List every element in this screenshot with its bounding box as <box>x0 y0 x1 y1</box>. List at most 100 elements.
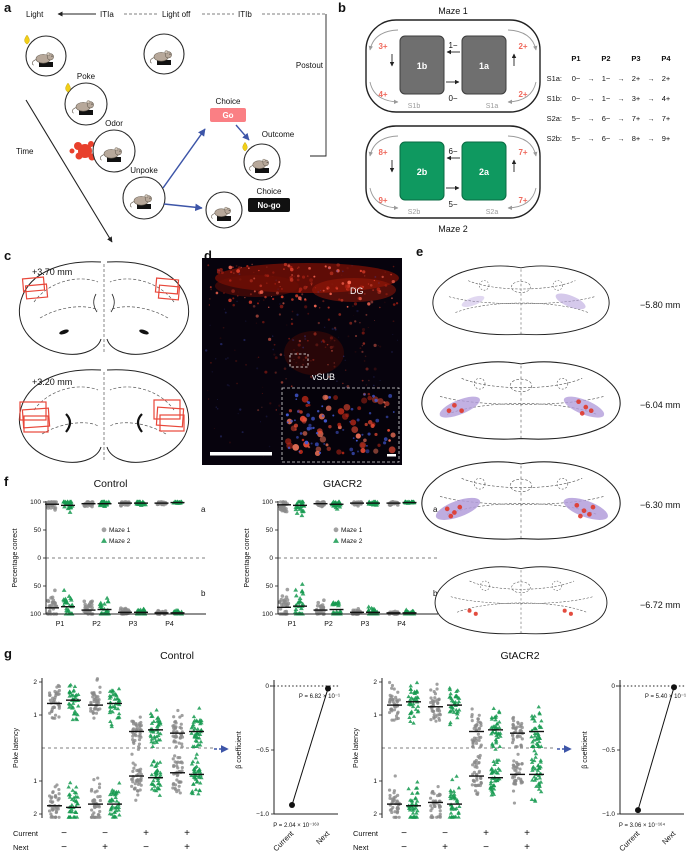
y-tick-label: 50 <box>34 527 42 534</box>
outcome-arrow <box>235 124 250 141</box>
sequence-label: S1b <box>408 103 421 110</box>
chart-performance-gtacr2: 100 50 0 50 100 P1 P2 P3 P4 Percentage correct Maz… <box>244 499 438 628</box>
transition-label: 7+ <box>518 196 527 205</box>
y-tick-label: 2 <box>33 679 37 686</box>
vsub-shading <box>555 293 586 310</box>
ap-coordinate-label: +3.70 mm <box>32 267 72 277</box>
roi-box <box>289 353 309 368</box>
transition-label: 3+ <box>378 42 387 51</box>
condition-sign: + <box>483 828 489 839</box>
state-2b <box>399 141 445 201</box>
y-tick-label: 50 <box>34 583 42 590</box>
y-tick-label: 50 <box>266 527 274 534</box>
choice-label: Choice <box>216 97 241 106</box>
target-box <box>23 415 49 433</box>
transition-label: 1− <box>448 41 457 50</box>
condition-sign: − <box>143 842 149 853</box>
legend-label: Maze 2 <box>341 538 363 545</box>
panel-d-micrograph: DG vSUB <box>202 258 402 465</box>
coronal-section-320: +3.20 mm <box>18 369 190 463</box>
electrode-site <box>444 506 450 512</box>
seq-cell: 1− <box>602 94 611 103</box>
x-tick-label: Next <box>314 828 332 846</box>
condition-sign: − <box>401 842 407 853</box>
electrode-site <box>579 411 585 416</box>
condition-row-label: Current <box>13 829 39 838</box>
condition-sign: − <box>102 828 108 839</box>
y-tick-label: −1.0 <box>602 811 615 818</box>
condition-sign: + <box>184 842 190 853</box>
ap-coordinate-label: −6.30 mm <box>640 500 680 510</box>
g-control-title: Control <box>160 650 194 662</box>
seq-arrow: → <box>618 136 625 143</box>
target-box <box>153 399 181 420</box>
scale-bar <box>210 452 272 456</box>
data-points <box>387 680 544 819</box>
brain-section <box>421 461 621 540</box>
y-axis-label: β coefficient <box>582 731 589 768</box>
x-tick-label: Next <box>660 828 678 846</box>
electrode-site <box>459 408 464 414</box>
outcome-label: Outcome <box>262 130 295 139</box>
legend-label: Maze 1 <box>341 527 363 534</box>
target-box <box>24 283 49 300</box>
brain-section <box>432 265 610 336</box>
go-branch-arrow <box>162 128 206 189</box>
y-tick-label: 2 <box>373 679 377 686</box>
y-tick-label: 0 <box>265 683 269 690</box>
panel-c-atlas-sections: +3.70 mm +3.20 mm <box>18 261 190 463</box>
condition-sign: + <box>184 828 190 839</box>
electrode-site <box>588 408 594 414</box>
seq-arrow: → <box>588 96 595 103</box>
electrode-site <box>576 399 581 405</box>
condition-row-label: Current <box>353 829 379 838</box>
postout-label: Postout <box>296 61 324 70</box>
brain-sections <box>421 265 621 635</box>
electrode-site <box>574 502 580 508</box>
fluorescence-glow <box>215 275 299 297</box>
y-tick-label: 100 <box>30 499 41 506</box>
condition-sign: − <box>442 828 448 839</box>
no-go-box <box>248 198 290 212</box>
electrode-site <box>467 608 472 613</box>
y-tick-label: 100 <box>30 611 41 618</box>
panel-a-task-schematic: Light ITIa Light off ITIb Postout Time P… <box>16 10 327 243</box>
poke-label: Poke <box>77 72 96 81</box>
x-tick-label: P2 <box>92 621 101 628</box>
x-tick-label: Current <box>617 828 642 853</box>
no-go-label: No-go <box>257 201 280 210</box>
seq-arrow: → <box>618 116 625 123</box>
target-box <box>157 284 181 301</box>
seq-cell: 2+ <box>662 74 671 83</box>
y-tick-label: 50 <box>266 583 274 590</box>
x-tick-label: P1 <box>288 621 297 628</box>
stage-odor: Odor <box>69 119 136 173</box>
seq-cell: 6− <box>602 134 611 143</box>
choice-go: Choice Go <box>210 97 246 122</box>
itib-label: ITIb <box>238 10 252 19</box>
g-gtacr2-title: GtACR2 <box>500 650 540 662</box>
brain-section <box>434 566 608 635</box>
light-label: Light <box>26 10 44 19</box>
seq-arrow: → <box>588 136 595 143</box>
seq-cell: 7+ <box>662 114 671 123</box>
time-label: Time <box>16 147 34 156</box>
condition-sign: − <box>61 842 67 853</box>
seq-arrow: → <box>588 76 595 83</box>
electrode-site <box>452 402 457 408</box>
target-box <box>159 414 185 432</box>
panel-letter-e: e <box>416 244 424 259</box>
subpanel-a: a <box>201 505 206 514</box>
chart-beta-control: 0 −0.5 −1.0 P = 6.82 × 10⁻¹ P = 2.04 × 10⁻¹⁶… <box>236 680 340 853</box>
odor-plume <box>69 141 96 161</box>
transition-label: 5− <box>448 200 457 209</box>
maze2-outline <box>365 125 541 219</box>
inset-cells <box>285 392 396 457</box>
transition-label: 0− <box>448 94 457 103</box>
y-tick-label: −0.5 <box>602 747 615 754</box>
seq-cell: 6− <box>602 114 611 123</box>
condition-sign: + <box>143 828 149 839</box>
sequence-label: S2a <box>486 209 499 216</box>
electrode-site <box>446 408 452 414</box>
electrode-site <box>583 404 589 410</box>
